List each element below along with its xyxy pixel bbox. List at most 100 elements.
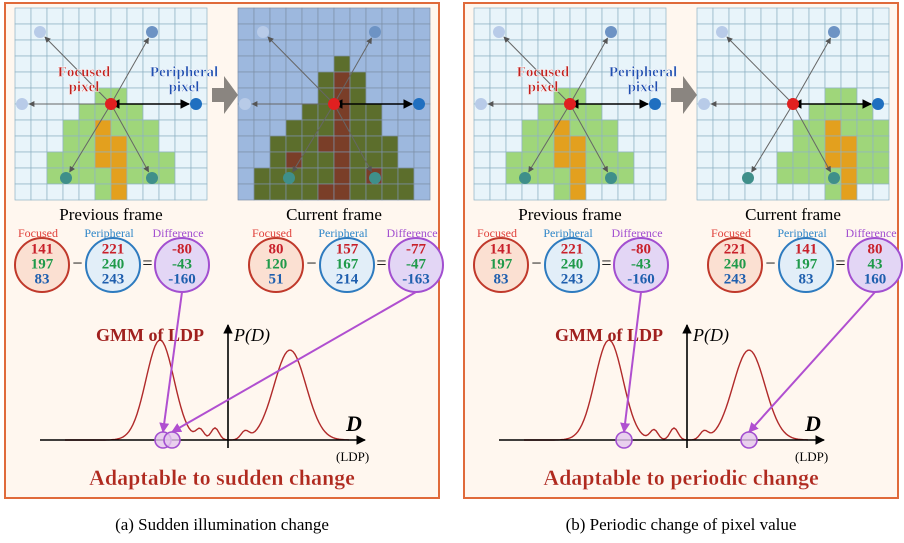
grid-cell [713, 168, 729, 184]
triplet-value: 83 [35, 271, 50, 287]
grid-cell [586, 168, 602, 184]
grid-cell [398, 120, 414, 136]
grid-cell [793, 8, 809, 24]
grid-cell [286, 104, 302, 120]
peripheral-pixel [60, 172, 72, 184]
grid-cell [474, 168, 490, 184]
grid-cell [47, 152, 63, 168]
grid-cell [570, 8, 586, 24]
grid-cell [111, 56, 127, 72]
grid-cell [191, 152, 207, 168]
grid-cell [111, 8, 127, 24]
grid-cell [31, 40, 47, 56]
triplet-value: 221 [724, 241, 747, 257]
grid-cell [729, 72, 745, 88]
grid-cell [398, 136, 414, 152]
grid-cell [809, 72, 825, 88]
grid-cell [382, 8, 398, 24]
grid-cell [302, 8, 318, 24]
peripheral-pixel-label: pixel [628, 79, 659, 95]
grid-cell [777, 120, 793, 136]
operator: = [835, 253, 845, 273]
grid-cell [15, 56, 31, 72]
grid-cell [761, 104, 777, 120]
grid-cell [873, 120, 889, 136]
grid-cell [382, 40, 398, 56]
peripheral-pixel [475, 98, 487, 110]
grid-cell [506, 120, 522, 136]
grid-cell [570, 168, 586, 184]
grid-cell [634, 24, 650, 40]
x-axis-label: D [804, 411, 821, 436]
grid-cell [95, 40, 111, 56]
peripheral-pixel [413, 98, 425, 110]
grid-cell [286, 8, 302, 24]
grid-cell [238, 168, 254, 184]
grid-cell [793, 184, 809, 200]
grid-cell [474, 72, 490, 88]
grid-cell [586, 120, 602, 136]
grid-cell [350, 104, 366, 120]
triplet-value: -43 [631, 256, 651, 272]
grid-cell [254, 120, 270, 136]
grid-cell [809, 56, 825, 72]
grid-cell [570, 184, 586, 200]
grid-cell [522, 104, 538, 120]
grid-cell [79, 184, 95, 200]
triplet-value: 80 [868, 241, 883, 257]
triplet-value: 221 [102, 241, 125, 257]
grid-cell [873, 40, 889, 56]
triplet-value: 240 [561, 256, 584, 272]
grid-cell [474, 152, 490, 168]
grid-cell [554, 168, 570, 184]
gmm-label: GMM of LDP [555, 325, 663, 345]
grid-cell [143, 120, 159, 136]
triplet-value: 157 [336, 241, 359, 257]
grid-cell [238, 136, 254, 152]
grid-cell [506, 184, 522, 200]
grid-cell [31, 136, 47, 152]
grid-cell [350, 184, 366, 200]
grid-cell [31, 152, 47, 168]
grid-cell [366, 72, 382, 88]
grid-cell [634, 184, 650, 200]
grid-cell [506, 24, 522, 40]
grid-cell [47, 136, 63, 152]
grid-cell [554, 152, 570, 168]
grid-cell [873, 8, 889, 24]
grid-cell [111, 136, 127, 152]
peripheral-pixel [283, 172, 295, 184]
grid-cell [474, 56, 490, 72]
grid-cell [634, 136, 650, 152]
grid-cell [761, 152, 777, 168]
peripheral-pixel [742, 172, 754, 184]
grid-cell [15, 40, 31, 56]
triplet-value: 141 [31, 241, 54, 257]
x-axis-unit: (LDP) [795, 449, 828, 464]
grid-cell [857, 168, 873, 184]
grid-cell [302, 152, 318, 168]
grid-cell [302, 88, 318, 104]
grid-cell [490, 104, 506, 120]
grid-cell [15, 168, 31, 184]
grid-cell [841, 104, 857, 120]
grid-cell [618, 24, 634, 40]
grid-cell [238, 72, 254, 88]
grid-cell [809, 8, 825, 24]
grid-cell [777, 136, 793, 152]
y-axis-label: P(D) [233, 325, 270, 346]
grid-cell [143, 184, 159, 200]
grid-cell [554, 40, 570, 56]
grid-cell [334, 40, 350, 56]
grid-cell [506, 152, 522, 168]
grid-cell [841, 184, 857, 200]
operator: = [142, 253, 152, 273]
grid-cell [286, 24, 302, 40]
grid-cell [634, 8, 650, 24]
grid-cell [618, 40, 634, 56]
grid-cell [650, 40, 666, 56]
grid-cell [809, 168, 825, 184]
grid-cell [254, 184, 270, 200]
grid-cell [63, 136, 79, 152]
grid-cell [634, 168, 650, 184]
